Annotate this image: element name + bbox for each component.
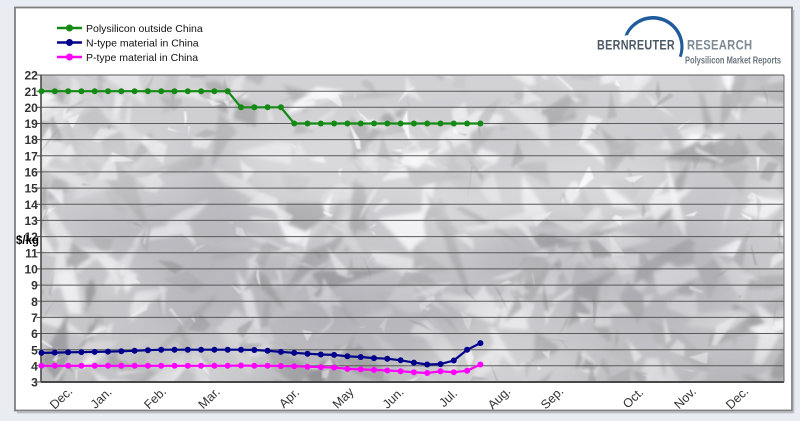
svg-text:11: 11 [25, 246, 38, 260]
svg-text:18: 18 [24, 133, 38, 147]
svg-text:13: 13 [24, 214, 38, 228]
svg-text:3: 3 [31, 376, 38, 390]
svg-text:12: 12 [24, 230, 38, 244]
svg-text:N-type material in China: N-type material in China [86, 38, 199, 50]
svg-text:RESEARCH: RESEARCH [687, 36, 752, 53]
svg-text:14: 14 [24, 198, 38, 212]
svg-text:4: 4 [31, 359, 38, 373]
svg-text:19: 19 [24, 117, 38, 131]
svg-text:5: 5 [31, 343, 38, 357]
svg-text:10: 10 [24, 263, 38, 277]
svg-text:9: 9 [31, 279, 38, 293]
svg-text:P-type material in China: P-type material in China [86, 52, 198, 64]
svg-text:Polysilicon Market Reports: Polysilicon Market Reports [685, 54, 781, 65]
svg-text:17: 17 [24, 149, 38, 163]
svg-text:BERNREUTER: BERNREUTER [597, 37, 675, 53]
svg-text:20: 20 [24, 101, 38, 115]
svg-text:22: 22 [24, 69, 38, 83]
svg-text:Polysilicon outside China: Polysilicon outside China [86, 23, 203, 35]
svg-text:7: 7 [31, 311, 38, 325]
svg-text:6: 6 [31, 327, 38, 341]
svg-text:15: 15 [24, 182, 38, 196]
svg-text:8: 8 [31, 295, 38, 309]
svg-text:16: 16 [24, 166, 38, 180]
svg-text:$/kg: $/kg [16, 235, 39, 247]
svg-text:21: 21 [24, 85, 38, 99]
